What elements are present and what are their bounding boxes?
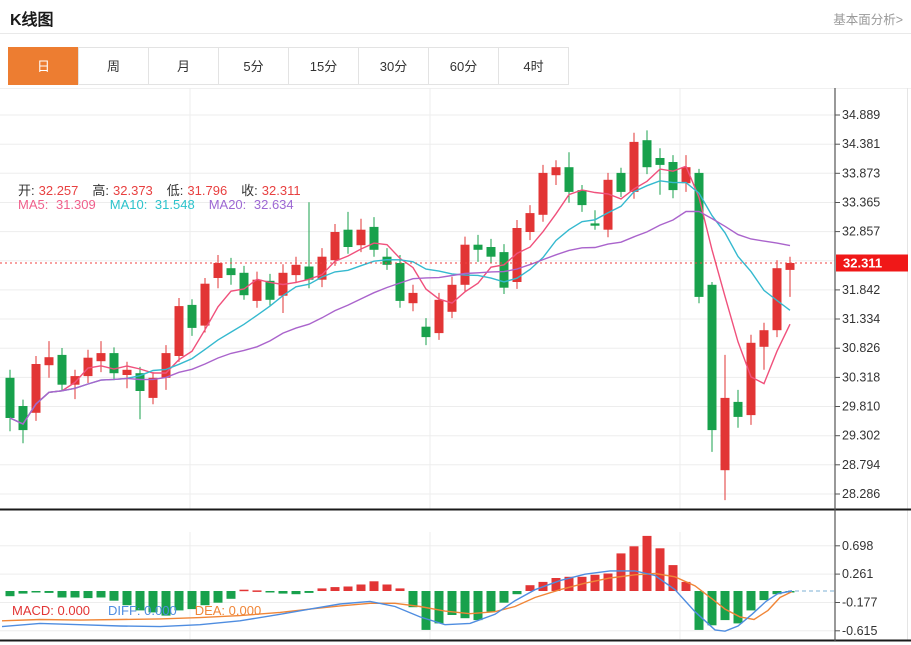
ma-info-row: MA5: 31.309 MA10: 31.548 MA20: 32.634	[18, 197, 308, 212]
macd-info-row: MACD: 0.000 DIFF: 0.000 DEA: 0.000	[12, 603, 279, 618]
tab-period-1[interactable]: 周	[78, 47, 149, 85]
ohlc-0-value: 32.257	[38, 183, 79, 198]
macd-legend-1: DIFF: 0.000	[108, 603, 177, 618]
main-axis-tick-1: 34.381	[842, 137, 880, 151]
macd-histogram-layer	[5, 535, 795, 630]
candles-layer	[5, 130, 795, 501]
ma-1-value: 31.548	[154, 197, 195, 212]
title-divider	[0, 33, 911, 34]
ma-2-label: MA20:	[208, 197, 250, 212]
ma-2-value: 32.634	[253, 197, 294, 212]
main-axis-tick-2: 33.873	[842, 166, 880, 180]
macd-legend-0: MACD: 0.000	[12, 603, 91, 618]
dea-line	[1, 572, 793, 622]
ma-1-label: MA10:	[109, 197, 151, 212]
main-axis-tick-9: 29.810	[842, 400, 880, 414]
fundamental-analysis-link[interactable]: 基本面分析>	[833, 13, 903, 27]
ohlc-1-label: 高:	[92, 183, 110, 198]
period-tabbar: 日周月 5分 15分 30分 60分 4时	[8, 47, 569, 85]
page-title: K线图	[10, 12, 54, 29]
main-axis-tick-8: 30.318	[842, 370, 880, 384]
tab-period-3[interactable]: 5分	[218, 47, 289, 85]
ohlc-0-label: 开:	[18, 183, 35, 198]
tab-period-2[interactable]: 月	[148, 47, 219, 85]
kline-chart-canvas[interactable]: 32.311 34.889 34.381 33.873 33.365 32.857 31.8…	[0, 88, 911, 645]
ohlc-3-label: 收:	[241, 183, 258, 198]
tab-period-6[interactable]: 60分	[428, 47, 499, 85]
ohlc-info-row: 开: 32.257 高: 32.373 低: 31.796 收: 32.311	[18, 180, 315, 199]
macd-axis-tick-2: -0.177	[842, 596, 877, 610]
ma10-line	[9, 180, 791, 425]
macd-axis-tick-0: 0.698	[842, 539, 873, 553]
main-axis-tick-12: 28.286	[842, 487, 880, 501]
main-axis-tick-11: 28.794	[842, 458, 880, 472]
main-axis-tick-5: 31.842	[842, 283, 880, 297]
current-price-badge	[836, 254, 908, 272]
tab-period-7[interactable]: 4时	[498, 47, 569, 85]
ohlc-3-value: 32.311	[261, 183, 301, 198]
ohlc-2-value: 31.796	[187, 183, 228, 198]
current-price-badge-text: 32.311	[843, 256, 882, 271]
main-axis-tick-10: 29.302	[842, 429, 880, 443]
ma-0-value: 31.309	[55, 197, 96, 212]
main-axis-tick-6: 31.334	[842, 312, 880, 326]
main-axis-tick-4: 32.857	[842, 225, 880, 239]
ohlc-1-value: 32.373	[113, 183, 153, 198]
main-axis-tick-7: 30.826	[842, 341, 880, 355]
main-axis-tick-0: 34.889	[842, 108, 880, 122]
chart-area: 32.311 34.889 34.381 33.873 33.365 32.857 31.8…	[0, 88, 911, 645]
ohlc-2-label: 低:	[166, 183, 184, 198]
macd-legend-2: DEA: 0.000	[194, 603, 262, 618]
ma5-line	[9, 165, 791, 425]
macd-axis-tick-1: 0.261	[842, 567, 873, 581]
ma20-line	[9, 210, 791, 425]
main-axis-tick-3: 33.365	[842, 196, 880, 210]
ma-0-label: MA5:	[18, 197, 52, 212]
macd-axis-tick-3: -0.615	[842, 624, 877, 638]
tab-period-0[interactable]: 日	[8, 47, 79, 85]
tab-period-5[interactable]: 30分	[358, 47, 429, 85]
tab-period-4[interactable]: 15分	[288, 47, 359, 85]
diff-line	[1, 570, 793, 632]
